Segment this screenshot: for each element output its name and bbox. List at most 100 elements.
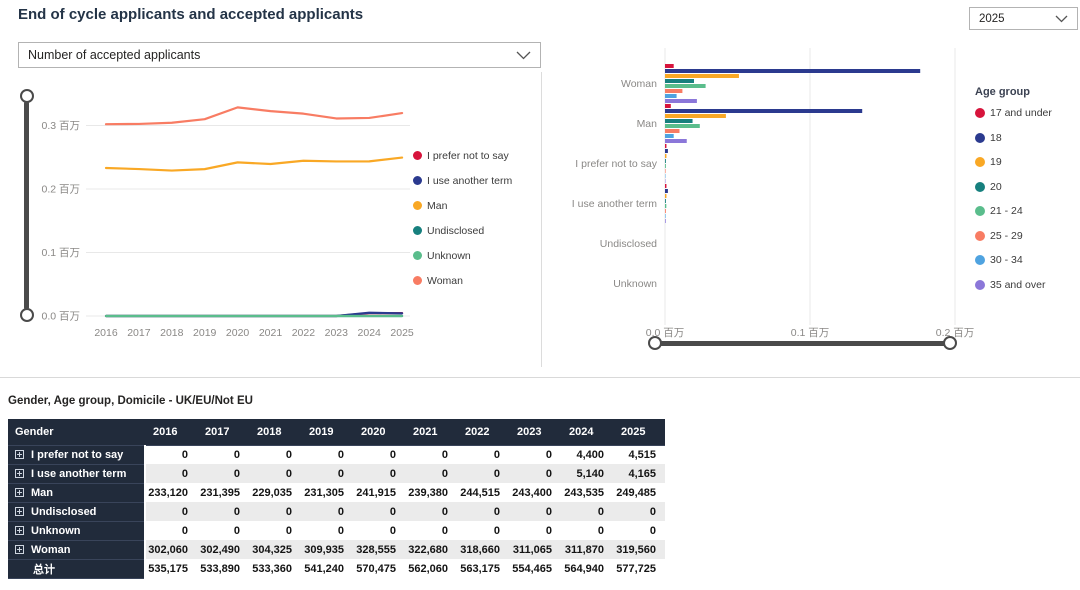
bar-i-use-another-term-30---34[interactable]: [665, 214, 666, 218]
table-cell: 0: [337, 524, 344, 537]
age-legend-item-19[interactable]: 19: [975, 150, 1052, 175]
row-header-i-prefer-not-to-say[interactable]: I prefer not to say: [8, 445, 146, 465]
bar-man-35-and-over[interactable]: [665, 139, 687, 143]
table-cell: 0: [545, 524, 552, 537]
expand-icon[interactable]: [15, 526, 24, 535]
legend-label: 19: [990, 156, 1002, 169]
row-label: I prefer not to say: [31, 448, 124, 461]
bar-i-prefer-not-to-say-25---29[interactable]: [665, 169, 666, 173]
bar-i-prefer-not-to-say-20[interactable]: [665, 159, 666, 163]
bar-woman-19[interactable]: [665, 74, 739, 78]
bar-chart-x-slider-handle-right[interactable]: [943, 336, 957, 350]
bar-man-25---29[interactable]: [665, 129, 680, 133]
series-line-man[interactable]: [104, 156, 404, 172]
bar-man-21---24[interactable]: [665, 124, 700, 128]
row-header-woman[interactable]: Woman: [8, 540, 146, 560]
series-line-woman[interactable]: [104, 106, 404, 126]
category-label: Undisclosed: [600, 238, 657, 250]
expand-icon[interactable]: [15, 507, 24, 516]
bar-woman-20[interactable]: [665, 79, 694, 83]
table-cell: 239,380: [408, 486, 448, 499]
section-divider: [0, 377, 1080, 378]
table-header-year[interactable]: 2017: [197, 419, 249, 446]
expand-icon[interactable]: [15, 450, 24, 459]
row-header-i-use-another-term[interactable]: I use another term: [8, 464, 146, 484]
bar-man-20[interactable]: [665, 119, 693, 123]
legend-item-man[interactable]: Man: [413, 193, 512, 218]
bar-woman-21---24[interactable]: [665, 84, 706, 88]
bar-i-use-another-term-19[interactable]: [665, 194, 667, 198]
legend-swatch-icon: [413, 276, 422, 285]
bar-i-use-another-term-18[interactable]: [665, 189, 668, 193]
age-legend-item-30---34[interactable]: 30 - 34: [975, 248, 1052, 273]
row-header-man[interactable]: Man: [8, 483, 146, 503]
table-cell: 570,475: [353, 559, 405, 578]
bar-man-18[interactable]: [665, 109, 863, 113]
year-filter-dropdown[interactable]: 2025: [969, 7, 1078, 30]
table-header-year[interactable]: 2018: [249, 419, 301, 446]
table-header-year[interactable]: 2022: [457, 419, 509, 446]
age-legend-item-20[interactable]: 20: [975, 175, 1052, 200]
bar-i-use-another-term-17-and-under[interactable]: [665, 184, 667, 188]
metric-dropdown[interactable]: Number of accepted applicants: [18, 42, 541, 68]
table-header-year[interactable]: 2020: [353, 419, 405, 446]
table-cell: 0: [181, 524, 188, 537]
line-chart-y-slider-handle-top[interactable]: [20, 89, 34, 103]
age-legend-item-21---24[interactable]: 21 - 24: [975, 199, 1052, 224]
row-header-总计[interactable]: 总计: [8, 559, 146, 579]
table-cell: 249,485: [616, 486, 656, 499]
bar-i-use-another-term-20[interactable]: [665, 199, 666, 203]
age-legend-item-25---29[interactable]: 25 - 29: [975, 224, 1052, 249]
table-header-year[interactable]: 2021: [405, 419, 457, 446]
age-legend-title: Age group: [975, 86, 1030, 98]
table-header-year[interactable]: 2016: [145, 419, 197, 446]
table-header-year[interactable]: 2024: [561, 419, 613, 446]
bar-man-30---34[interactable]: [665, 134, 674, 138]
row-header-undisclosed[interactable]: Undisclosed: [8, 502, 146, 522]
expand-icon[interactable]: [15, 469, 24, 478]
bar-woman-30---34[interactable]: [665, 94, 677, 98]
bar-woman-25---29[interactable]: [665, 89, 683, 93]
table-title: Gender, Age group, Domicile - UK/EU/Not …: [8, 395, 253, 407]
legend-item-woman[interactable]: Woman: [413, 268, 512, 293]
table-header-year[interactable]: 2019: [301, 419, 353, 446]
legend-item-undisclosed[interactable]: Undisclosed: [413, 218, 512, 243]
line-chart-y-slider-track[interactable]: [24, 101, 29, 310]
bar-i-use-another-term-35-and-over[interactable]: [665, 219, 666, 223]
bar-man-19[interactable]: [665, 114, 726, 118]
bar-i-use-another-term-25---29[interactable]: [665, 209, 666, 213]
bar-i-prefer-not-to-say-19[interactable]: [665, 154, 667, 158]
table-header-year[interactable]: 2025: [613, 419, 665, 446]
line-chart-y-slider-handle-bottom[interactable]: [20, 308, 34, 322]
legend-item-i-prefer-not-to-say[interactable]: I prefer not to say: [413, 143, 512, 168]
age-legend-item-35-and-over[interactable]: 35 and over: [975, 273, 1052, 298]
expand-icon[interactable]: [15, 545, 24, 554]
x-axis-tick-label: 2019: [193, 327, 217, 339]
table-cell: 328,555: [353, 540, 405, 559]
bar-i-prefer-not-to-say-18[interactable]: [665, 149, 668, 153]
bar-chart-x-slider-handle-left[interactable]: [648, 336, 662, 350]
age-legend-item-17-and-under[interactable]: 17 and under: [975, 101, 1052, 126]
category-label: Man: [637, 118, 658, 130]
table-header-year[interactable]: 2023: [509, 419, 561, 446]
bar-i-use-another-term-21---24[interactable]: [665, 204, 667, 208]
bar-man-17-and-under[interactable]: [665, 104, 671, 108]
legend-item-i-use-another-term[interactable]: I use another term: [413, 168, 512, 193]
legend-swatch-icon: [413, 251, 422, 260]
bar-i-prefer-not-to-say-21---24[interactable]: [665, 164, 666, 168]
legend-swatch-icon: [975, 181, 985, 192]
bar-i-prefer-not-to-say-17-and-under[interactable]: [665, 144, 667, 148]
expand-icon[interactable]: [15, 488, 24, 497]
bar-woman-17-and-under[interactable]: [665, 64, 674, 68]
legend-item-unknown[interactable]: Unknown: [413, 243, 512, 268]
bar-woman-35-and-over[interactable]: [665, 99, 697, 103]
bar-chart-x-slider-track[interactable]: [655, 341, 950, 346]
table-header-gender[interactable]: Gender: [8, 419, 145, 446]
legend-label: 21 - 24: [990, 205, 1023, 218]
table-cell: 241,915: [356, 486, 396, 499]
bar-woman-18[interactable]: [665, 69, 921, 73]
legend-label: Undisclosed: [427, 224, 485, 237]
age-legend-item-18[interactable]: 18: [975, 126, 1052, 151]
row-header-unknown[interactable]: Unknown: [8, 521, 146, 541]
table-cell: 233,120: [148, 486, 188, 499]
